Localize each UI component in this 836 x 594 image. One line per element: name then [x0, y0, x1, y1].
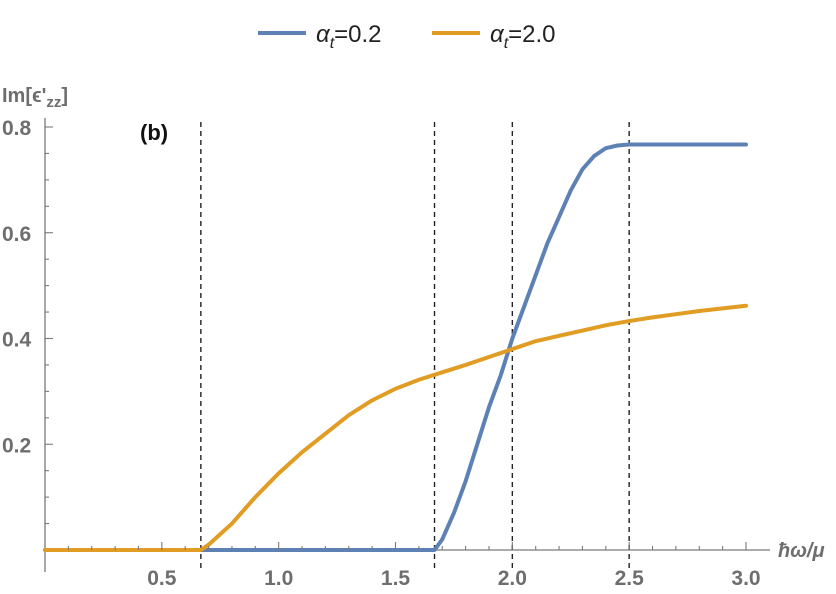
- x-tick-label: 1.5: [381, 567, 411, 590]
- series-line-1: [43, 142, 748, 552]
- y-tick-label: 0.4: [2, 329, 32, 352]
- svg-text:αt=0.2: αt=0.2: [316, 21, 382, 52]
- x-tick-label: 2.0: [498, 567, 527, 590]
- legend-value-1: =0.2: [334, 21, 381, 48]
- x-tick-label: 2.5: [615, 567, 645, 590]
- x-tick-label: 1.0: [264, 567, 293, 590]
- y-tick-label: 0.8: [2, 117, 32, 140]
- axes: [44, 118, 770, 572]
- legend-value-2: =2.0: [508, 21, 555, 48]
- reference-lines: [200, 122, 630, 572]
- panel-label: (b): [140, 120, 168, 145]
- y-tick-label: 0.2: [2, 434, 31, 457]
- svg-text:αt=2.0: αt=2.0: [490, 21, 556, 52]
- x-tick-label: 3.0: [731, 567, 760, 590]
- ticks: 0.5 1.0 1.5 2.0 2.5 3.0 0.2 0.4 0.6 0.8: [2, 117, 761, 590]
- legend-entry-2: αt=2.0: [432, 21, 556, 52]
- legend-symbol-2: α: [490, 21, 505, 48]
- y-axis-label: Im[ϵ'zz]: [2, 85, 68, 111]
- legend-sub-2: t: [504, 35, 509, 52]
- legend-symbol-1: α: [316, 21, 331, 48]
- series-line-2: [43, 303, 748, 552]
- x-tick-label: 0.5: [147, 567, 177, 590]
- legend-entry-1: αt=0.2: [258, 21, 382, 52]
- legend-sub-1: t: [330, 35, 335, 52]
- legend: αt=0.2 αt=2.0: [258, 21, 556, 52]
- y-tick-label: 0.6: [2, 223, 31, 246]
- x-axis-label: ħω/μ: [778, 540, 825, 562]
- series-lines: [43, 142, 748, 552]
